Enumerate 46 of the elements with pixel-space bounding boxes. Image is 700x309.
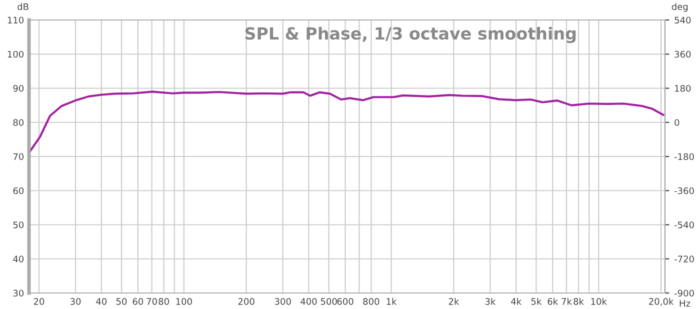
x-tick-label: 80 [158,298,169,305]
x-tick-label: 400 [300,298,317,305]
y-tick-label: 110 [8,16,24,24]
x-tick-label: 1k [386,298,397,305]
x-tick-label: 8k [574,298,584,305]
y-tick-label: 90 [13,84,24,92]
y2-tick-label: -540 [674,221,694,228]
y-tick-label: 60 [13,187,24,194]
y2-tick-label: 360 [674,50,691,58]
x-tick-label: 600 [337,298,354,305]
y2-tick-label: 540 [674,16,691,24]
x-tick-label: 100 [176,298,192,305]
y2-tick-label: -720 [674,256,694,262]
y2-tick-label: 0 [674,119,680,126]
x-tick-label: 300 [274,298,291,305]
x-tick-label: 70 [146,298,157,305]
x-tick-label: 20 [34,298,44,305]
y-tick-label: 40 [13,256,24,262]
y-tick-label: 100 [8,50,24,58]
x-tick-label: 500 [320,298,337,305]
x-tick-label: 10k [591,298,607,305]
x-tick-label: 5k [531,298,542,305]
y-tick-label: 30 [13,290,24,297]
x-tick-label: 50 [116,298,127,305]
x-tick-label: 3k [485,298,496,305]
y-tick-label: 50 [13,221,24,228]
x-tick-label: 2k [448,298,460,305]
y2-axis-title: deg [672,3,688,12]
x-tick-label: 4k [511,298,522,305]
x-tick-label: 7k [562,298,572,305]
y-tick-label: 80 [13,119,24,126]
x-tick-label: 40 [96,298,107,305]
x-tick-label: 200 [238,298,254,305]
x-tick-label: 30 [70,298,81,305]
y-tick-label: 70 [13,153,24,160]
x-tick-label: 20,0k [649,298,674,306]
y2-tick-label: 180 [675,84,691,92]
y2-tick-label: -360 [674,187,694,194]
x-tick-label: 60 [132,298,144,305]
x-tick-label: 6k [548,298,558,305]
x-tick-label: 800 [363,298,380,305]
y2-tick-label: -900 [674,290,694,297]
x-axis-title: Hz [680,300,690,307]
y2-tick-label: -180 [674,153,694,160]
chart-title: SPL & Phase, 1/3 octave smoothing [245,26,576,44]
y-axis-title: dB [18,3,28,10]
